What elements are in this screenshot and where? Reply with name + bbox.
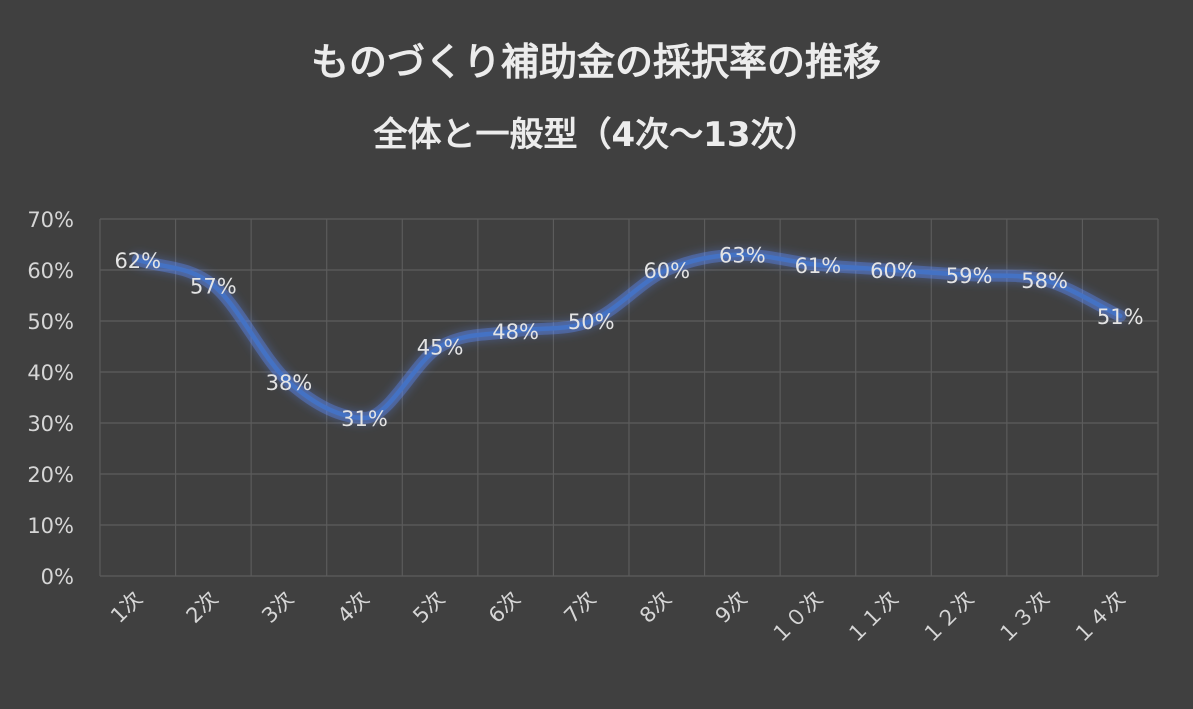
x-tick-label: １１次 <box>842 587 904 649</box>
x-tick-label: 4次 <box>333 587 374 628</box>
data-label: 50% <box>568 310 615 334</box>
y-tick-label: 70% <box>27 208 74 232</box>
data-label: 61% <box>795 254 842 278</box>
x-tick-label: １２次 <box>917 587 979 649</box>
data-label: 60% <box>870 259 917 283</box>
x-tick-label: １０次 <box>766 587 828 649</box>
data-labels: 62% 57% 38% 31% 45% 48% 50% 60% 63% 61% 60% 59% 58% 5… <box>114 244 1143 431</box>
y-axis-tick-labels: 0% 10% 20% 30% 40% 50% 60% 70% <box>27 208 74 589</box>
data-label: 58% <box>1021 269 1068 293</box>
data-label: 62% <box>114 249 161 273</box>
x-tick-label: 8次 <box>635 587 676 628</box>
y-tick-label: 60% <box>27 259 74 283</box>
data-label: 60% <box>643 259 690 283</box>
chart-title-line-1: ものづくり補助金の採択率の推移 <box>311 40 881 84</box>
x-tick-label: 2次 <box>182 587 223 628</box>
y-tick-label: 40% <box>27 361 74 385</box>
x-axis-tick-labels: 1次 2次 3次 4次 5次 6次 7次 8次 9次 １０次 １１次 １２次 １３次 １４次 <box>106 587 1130 649</box>
data-label: 51% <box>1097 305 1144 329</box>
series-line <box>135 252 1123 421</box>
x-tick-label: 3次 <box>257 587 298 628</box>
x-tick-label: 7次 <box>559 587 600 628</box>
data-label: 57% <box>190 274 237 298</box>
y-tick-label: 50% <box>27 310 74 334</box>
x-tick-label: 9次 <box>711 587 752 628</box>
x-tick-label: 5次 <box>408 587 449 628</box>
data-label: 59% <box>946 264 993 288</box>
y-tick-label: 20% <box>27 463 74 487</box>
chart-title-line-2: 全体と一般型（4次～13次） <box>373 115 819 155</box>
gridlines <box>99 218 1159 577</box>
y-tick-label: 0% <box>41 565 74 589</box>
data-label: 45% <box>417 336 464 360</box>
x-tick-label: 6次 <box>484 587 525 628</box>
x-tick-label: １３次 <box>993 587 1055 649</box>
x-tick-label: １４次 <box>1068 587 1130 649</box>
x-tick-label: 1次 <box>106 587 147 628</box>
data-label: 63% <box>719 244 766 268</box>
data-label: 31% <box>341 407 388 431</box>
y-tick-label: 10% <box>27 514 74 538</box>
series-line-group <box>131 248 1127 424</box>
y-tick-label: 30% <box>27 412 74 436</box>
data-label: 48% <box>492 320 539 344</box>
data-label: 38% <box>266 371 313 395</box>
